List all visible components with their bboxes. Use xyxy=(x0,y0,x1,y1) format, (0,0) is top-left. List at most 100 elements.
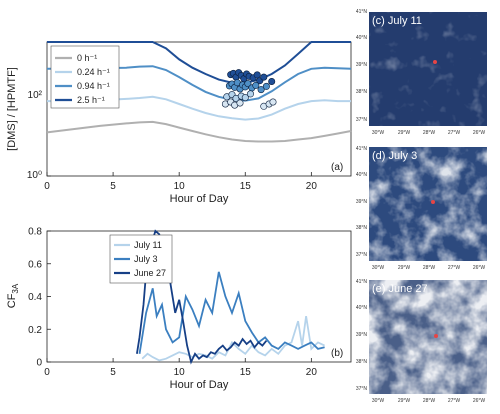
panel-a-y-axis-label: [DMS] / [HPMTF] xyxy=(6,67,18,151)
panel-b-y-tick-label: 0.4 xyxy=(28,292,42,303)
satellite-panel-c: (c) July 11 41°N 40°N 39°N 38°N 37°N 30°… xyxy=(356,9,487,136)
panel-a-legend: 0 h⁻¹ 0.24 h⁻¹ 0.94 h⁻¹ 2.5 h⁻¹ xyxy=(50,45,120,109)
panel-b-plot-area xyxy=(46,230,352,363)
panel-a-x-axis-label: Hour of Day xyxy=(170,193,229,205)
lat-label-c-4: 37°N xyxy=(356,117,368,123)
panel-b-series-line-0 xyxy=(141,315,325,362)
panel-a-series-line-1 xyxy=(47,95,351,121)
panel-b-y-axis-label-main: CF xyxy=(6,293,18,308)
lat-label-e-2: 39°N xyxy=(356,332,368,338)
satellite-clouds-c xyxy=(369,12,487,126)
lon-label-c-1: 29°W xyxy=(398,130,411,136)
lat-label-e-4: 37°N xyxy=(356,386,368,392)
panel-a-y-tick-label-100: 10² xyxy=(28,90,43,101)
site-marker-c xyxy=(433,60,437,64)
panel-b-series-line-1 xyxy=(138,271,325,354)
site-marker-e xyxy=(434,334,438,338)
lon-label-d-4: 26°W xyxy=(473,265,486,271)
lat-label-c-2: 39°N xyxy=(356,62,368,68)
panel-a-scatter-point xyxy=(268,78,276,86)
panel-a-chart: 0 5 10 15 20 10² 10⁰ Hour of Day [DMS] / [HP… xyxy=(6,41,352,205)
lon-label-e-2: 28°W xyxy=(423,398,436,404)
panel-a-series-line-3 xyxy=(47,41,351,84)
lat-label-d-0: 41°N xyxy=(356,146,368,152)
lat-label-e-1: 40°N xyxy=(356,305,368,311)
satellite-panel-e: (e) June 27 41°N 40°N 39°N 38°N 37°N 30°… xyxy=(356,279,487,404)
panel-b-label: (b) xyxy=(331,348,343,359)
panel-a-series-lines xyxy=(46,41,352,143)
panel-b-y-tick-label: 0 xyxy=(36,358,42,369)
legend-b-label-2: June 27 xyxy=(134,268,166,278)
lon-label-c-0: 30°W xyxy=(372,130,385,136)
panel-b-chart: 0 5 10 15 20 0 0.2 0.4 0.6 0.8 Hour of Day CF3A (… xyxy=(6,227,352,391)
panel-a-scatter-points xyxy=(221,69,277,110)
lon-label-e-3: 27°W xyxy=(448,398,461,404)
panel-a-x-tick-label: 15 xyxy=(240,181,252,192)
panel-b-x-tick-label: 10 xyxy=(174,367,186,378)
panel-b-y-axis-label-sub: 3A xyxy=(11,283,20,293)
legend-label-3: 2.5 h⁻¹ xyxy=(77,95,105,105)
lat-label-c-0: 41°N xyxy=(356,9,368,15)
panel-b-y-axis-label: CF3A xyxy=(6,283,20,308)
lon-label-c-4: 26°W xyxy=(473,130,486,136)
panel-a-y-tick-label-1: 10⁰ xyxy=(27,170,42,181)
panel-a-x-tick-label: 10 xyxy=(174,181,186,192)
panel-a-series-line-2 xyxy=(47,65,352,102)
panel-b-y-tick-label: 0.2 xyxy=(28,325,42,336)
satellite-panel-d-label: (d) July 3 xyxy=(372,150,417,162)
panel-a-x-tick-label: 0 xyxy=(44,181,50,192)
lon-label-d-0: 30°W xyxy=(372,265,385,271)
lon-label-e-1: 29°W xyxy=(398,398,411,404)
legend-b-label-1: July 3 xyxy=(134,254,158,264)
lon-label-c-3: 27°W xyxy=(448,130,461,136)
lon-label-d-3: 27°W xyxy=(448,265,461,271)
panel-b-series-line-2 xyxy=(136,229,268,365)
panel-b-x-tick-label: 0 xyxy=(44,367,50,378)
panel-b-y-tick-label: 0.8 xyxy=(28,227,42,238)
panel-a-scatter-point xyxy=(252,81,260,89)
panel-a-label: (a) xyxy=(331,162,343,173)
lon-label-c-2: 28°W xyxy=(423,130,436,136)
lat-label-d-2: 39°N xyxy=(356,199,368,205)
panel-a-x-tick-label: 20 xyxy=(306,181,318,192)
lat-label-e-3: 38°N xyxy=(356,359,368,365)
panel-a-scatter-point xyxy=(260,73,268,81)
panel-b-x-tick-label: 5 xyxy=(110,367,116,378)
lat-label-e-0: 41°N xyxy=(356,279,368,285)
panel-a-scatter-point xyxy=(253,71,261,79)
panel-a-scatter-point xyxy=(236,99,244,107)
panel-b-axis-ticks: 0 5 10 15 20 0 0.2 0.4 0.6 0.8 xyxy=(28,227,317,379)
lat-label-d-3: 38°N xyxy=(356,225,368,231)
panel-a-scatter-point xyxy=(244,80,252,88)
satellite-panel-e-label: (e) June 27 xyxy=(372,283,428,295)
satellite-panel-d: (d) July 3 41°N 40°N 39°N 38°N 37°N 30°W… xyxy=(356,146,487,271)
panel-b-x-axis-label: Hour of Day xyxy=(170,379,229,391)
panel-a-scatter-point xyxy=(241,94,249,102)
lat-label-c-3: 38°N xyxy=(356,89,368,95)
lon-label-d-1: 29°W xyxy=(398,265,411,271)
satellite-clouds-d xyxy=(369,147,487,261)
legend-label-0: 0 h⁻¹ xyxy=(77,53,97,63)
panel-b-x-tick-label: 15 xyxy=(240,367,252,378)
lat-label-d-4: 37°N xyxy=(356,252,368,258)
legend-label-2: 0.94 h⁻¹ xyxy=(77,81,110,91)
lon-label-d-2: 28°W xyxy=(423,265,436,271)
panel-a-legend-box xyxy=(50,45,120,109)
panel-b-legend: July 11 July 3 June 27 xyxy=(109,234,173,284)
panel-b-y-tick-label: 0.6 xyxy=(28,259,42,270)
panel-b-x-tick-label: 20 xyxy=(306,367,318,378)
panel-a-scatter-point xyxy=(257,86,265,94)
lon-label-e-0: 30°W xyxy=(372,398,385,404)
panel-a-scatter-point xyxy=(247,90,255,98)
panel-a-x-tick-label: 5 xyxy=(110,181,116,192)
lat-label-c-1: 40°N xyxy=(356,35,368,41)
legend-label-1: 0.24 h⁻¹ xyxy=(77,67,110,77)
lat-label-d-1: 40°N xyxy=(356,172,368,178)
site-marker-d xyxy=(431,200,435,204)
panel-b-series-lines xyxy=(136,229,325,365)
satellite-clouds-e xyxy=(369,280,487,394)
panel-a-scatter-point xyxy=(262,82,270,90)
lon-label-e-4: 26°W xyxy=(473,398,486,404)
panel-a-series-line-0 xyxy=(46,120,352,143)
